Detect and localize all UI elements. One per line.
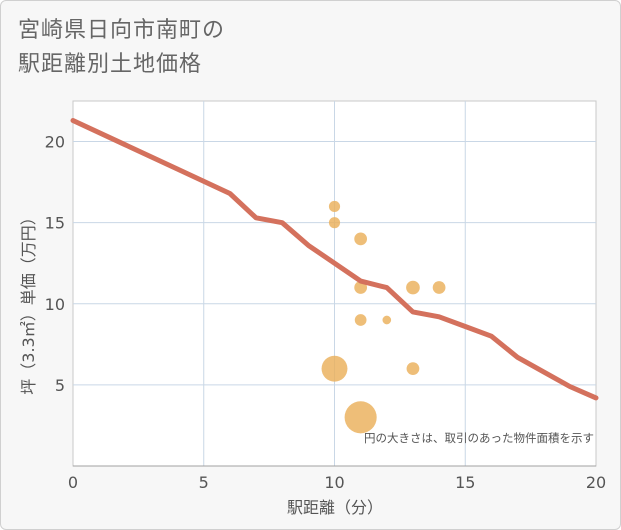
bubble-point [321, 355, 348, 382]
bubble-point [406, 280, 420, 295]
bubble-point [328, 217, 341, 229]
trend-line [70, 118, 599, 401]
chart-title: 宮崎県日向市南町の 駅距離別土地価格 [18, 14, 225, 82]
bubble-series [321, 200, 446, 434]
bubble-size-note: 円の大きさは、取引のあった物件面積を示す [364, 431, 594, 445]
bubble-point [432, 281, 446, 294]
x-tick-label: 20 [586, 473, 606, 492]
bubble-point [344, 401, 377, 434]
x-tick-label: 15 [455, 473, 475, 492]
bubble-point [328, 200, 341, 213]
bubble-point [406, 362, 420, 376]
y-axis-label: 坪（3.3㎡）単価（万円） [19, 209, 38, 394]
chart-title-line1: 宮崎県日向市南町の [18, 18, 226, 43]
x-tick-label: 10 [324, 473, 344, 492]
y-tick-label: 10 [45, 295, 65, 314]
bubble-point [382, 315, 392, 325]
bubble-point [354, 232, 368, 246]
bubble-point [354, 314, 367, 326]
y-tick-label: 5 [55, 376, 65, 395]
y-tick-label: 20 [45, 133, 65, 152]
x-tick-label: 5 [199, 473, 209, 492]
chart-title-line2: 駅距離別土地価格 [18, 52, 203, 77]
x-tick-label: 0 [68, 473, 78, 492]
y-tick-label: 15 [45, 214, 65, 233]
x-axis-label: 駅距離（分） [287, 498, 383, 517]
axis-ticks: 0 5 10 15 20 5 10 15 20 [45, 133, 607, 492]
